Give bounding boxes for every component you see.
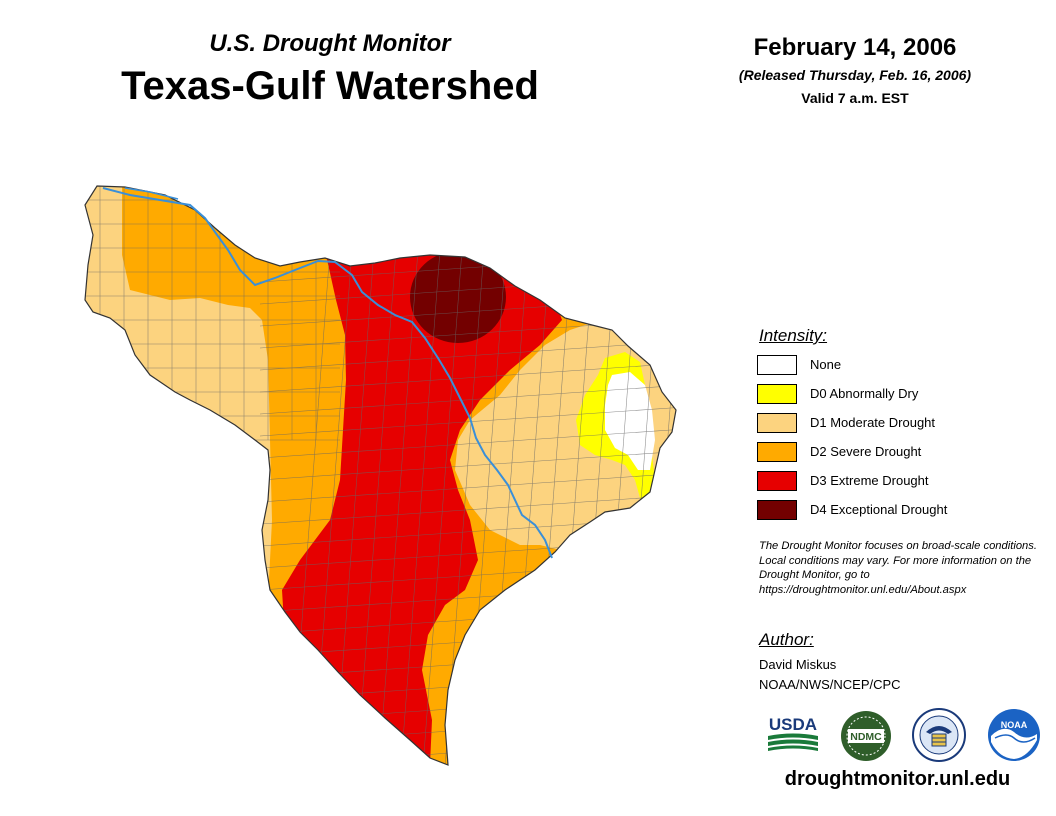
county-line — [259, 449, 676, 481]
website-url: droughtmonitor.unl.edu — [784, 768, 1011, 790]
map-title: Texas-Gulf Watershed — [121, 64, 539, 108]
no-drought-area — [605, 372, 655, 470]
county-line — [259, 669, 676, 701]
legend-heading: Intensity: — [759, 326, 828, 345]
legend-label: D2 Severe Drought — [810, 444, 922, 459]
county-line — [259, 361, 676, 393]
author-heading: Author: — [759, 630, 814, 649]
legend-swatch — [757, 471, 797, 491]
county-line — [259, 691, 676, 723]
d3-extreme-area — [282, 250, 562, 765]
commerce-seal — [912, 708, 966, 762]
county-line — [421, 249, 463, 765]
legend-label: D1 Moderate Drought — [810, 415, 936, 430]
legend-label: D3 Extreme Drought — [810, 473, 929, 488]
ndmc-logo-text: NDMC — [850, 731, 882, 743]
drought-map — [84, 185, 677, 766]
author-name: David Miskus — [759, 657, 837, 672]
legend-swatch — [757, 384, 797, 404]
map-subtitle: U.S. Drought Monitor — [209, 30, 451, 57]
legend-label: D0 Abnormally Dry — [810, 386, 919, 401]
ndmc-logo: NDMC — [841, 711, 891, 761]
usda-logo-text: USDA — [769, 715, 817, 734]
river-tributary — [124, 187, 179, 200]
county-line — [259, 493, 676, 525]
county-line — [259, 427, 676, 459]
watershed-outline — [84, 185, 677, 766]
county-line — [259, 229, 676, 261]
legend-swatch — [757, 442, 797, 462]
noaa-logo: NOAA — [988, 709, 1040, 761]
map-date: February 14, 2006 — [753, 34, 957, 61]
legend-swatch — [757, 500, 797, 520]
noaa-logo-text: NOAA — [1001, 720, 1028, 730]
drought-fill-layers — [85, 186, 676, 765]
legend-swatch — [757, 413, 797, 433]
county-line — [259, 471, 676, 503]
legend-label: None — [810, 357, 842, 372]
county-line — [259, 735, 676, 765]
county-line — [259, 713, 676, 745]
main-river — [102, 187, 553, 559]
county-line — [259, 383, 676, 415]
author-organization: NOAA/NWS/NCEP/CPC — [759, 677, 901, 692]
county-line — [641, 249, 676, 765]
d4-exceptional-area — [410, 251, 506, 343]
county-line — [619, 249, 661, 765]
legend-swatch — [757, 355, 797, 375]
county-line — [259, 405, 676, 437]
legend-label: D4 Exceptional Drought — [810, 502, 948, 517]
usda-logo: USDA — [768, 715, 818, 751]
disclaimer-note: The Drought Monitor focuses on broad-sca… — [759, 540, 1037, 596]
county-line — [399, 249, 441, 765]
valid-time: Valid 7 a.m. EST — [801, 90, 909, 106]
county-line — [355, 249, 397, 765]
release-date: (Released Thursday, Feb. 16, 2006) — [738, 67, 972, 83]
